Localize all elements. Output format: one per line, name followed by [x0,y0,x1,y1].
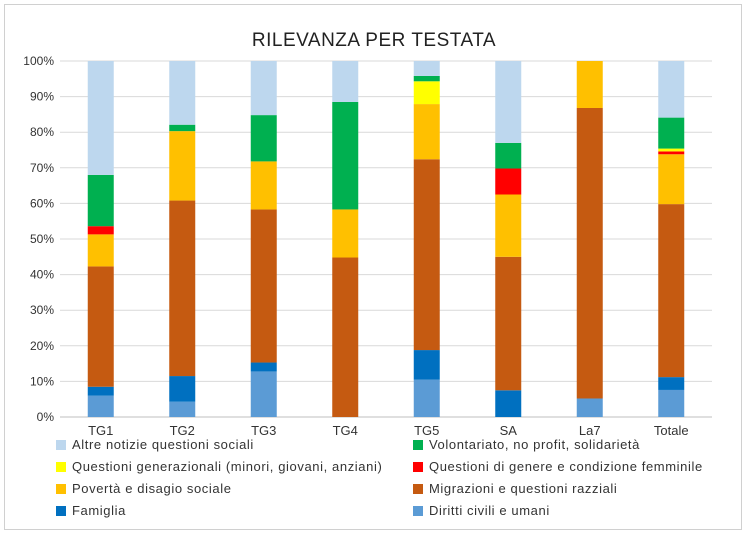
bar-segment [332,209,359,258]
bar-segment [169,200,196,377]
bar-segment [250,161,277,210]
bar-segment [658,148,685,152]
legend-item: Volontariato, no profit, solidarietà [413,437,640,452]
legend-swatch [413,506,423,516]
legend-label: Volontariato, no profit, solidarietà [429,437,640,452]
y-tick-label: 20% [30,339,54,353]
bar-segment [332,257,359,417]
bar-segment [169,401,196,417]
bar-segment [87,386,114,396]
bar-segment [413,159,440,351]
y-tick-label: 90% [30,90,54,104]
bar-segment [413,104,440,160]
bar-segment [413,61,440,76]
legend-swatch [56,506,66,516]
bar-segment [413,81,440,105]
legend-swatch [413,462,423,472]
bar-segment [658,117,685,149]
x-category-label: SA [500,423,518,438]
x-category-label: TG3 [251,423,276,438]
y-tick-label: 70% [30,161,54,175]
legend-swatch [413,484,423,494]
bar-segment [658,204,685,378]
bar-segment [413,75,440,82]
legend-label: Famiglia [72,503,126,518]
bar-segment [576,398,603,417]
legend-label: Migrazioni e questioni razziali [429,481,618,496]
legend-item: Povertà e disagio sociale [56,481,232,496]
bar-segment [658,377,685,390]
bar-segment [250,61,277,116]
x-axis-categories: TG1 TG2 TG3 TG4 TG5 SA La7 Totale [88,423,689,438]
y-tick-label: 10% [30,374,54,388]
bar-segment [658,61,685,118]
bar-segment [495,194,522,257]
bar-segment [87,234,114,267]
x-category-label: Totale [654,423,689,438]
bar-segment [87,395,114,417]
bar-segment [169,124,196,132]
bar-segment [658,154,685,205]
bar-segment [332,101,359,210]
x-category-label: TG5 [414,423,439,438]
legend-label: Povertà e disagio sociale [72,481,232,496]
y-tick-label: 50% [30,232,54,246]
legend-item: Diritti civili e umani [413,503,550,518]
bar-segment [87,61,114,175]
legend-label: Questioni di genere e condizione femmini… [429,459,703,474]
y-tick-label: 40% [30,268,54,282]
y-tick-label: 100% [23,54,54,68]
bar-segment [87,266,114,387]
legend-label: Diritti civili e umani [429,503,550,518]
legend-label: Altre notizie questioni sociali [72,437,254,452]
legend-item: Altre notizie questioni sociali [56,437,254,452]
bar-segment [576,107,603,399]
bar-segment [495,390,522,417]
chart-title: RILEVANZA PER TESTATA [251,30,497,51]
bar-segment [658,151,685,155]
bar-segment [658,389,685,417]
bar-segment [495,256,522,391]
y-axis-ticks: 0% 10% 20% 30% 40% 50% 60% 70% 80% 90% 100% [23,54,54,424]
legend-label: Questioni generazionali (minori, giovani… [72,459,383,474]
legend-swatch [56,462,66,472]
bar-segment [87,174,114,227]
bar-segment [250,209,277,363]
bars [87,61,685,417]
x-category-label: TG2 [170,423,195,438]
y-tick-label: 30% [30,303,54,317]
y-tick-label: 0% [37,410,55,424]
legend-swatch [56,484,66,494]
legend-swatch [56,440,66,450]
legend-item: Questioni generazionali (minori, giovani… [56,459,382,474]
bar-segment [169,131,196,201]
bar-segment [169,61,196,125]
y-tick-label: 60% [30,196,54,210]
legend-item: Famiglia [56,503,126,518]
bar-segment [250,371,277,417]
bar-segment [413,379,440,417]
bar-segment [250,115,277,162]
bar-segment [495,142,522,169]
y-tick-label: 80% [30,125,54,139]
x-category-label: La7 [579,423,601,438]
chart-frame [4,4,742,530]
legend-item: Questioni di genere e condizione femmini… [413,459,703,474]
bar-segment [495,168,522,195]
bar-segment [87,226,114,235]
x-category-label: TG1 [88,423,113,438]
legend-item: Migrazioni e questioni razziali [413,481,617,496]
gridlines [60,60,712,418]
bar-segment [169,376,196,402]
x-category-label: TG4 [333,423,358,438]
bar-segment [250,362,277,372]
legend-swatch [413,440,423,450]
bar-segment [413,350,440,380]
bar-segment [495,61,522,143]
bar-segment [576,61,603,108]
bar-segment [332,61,359,102]
